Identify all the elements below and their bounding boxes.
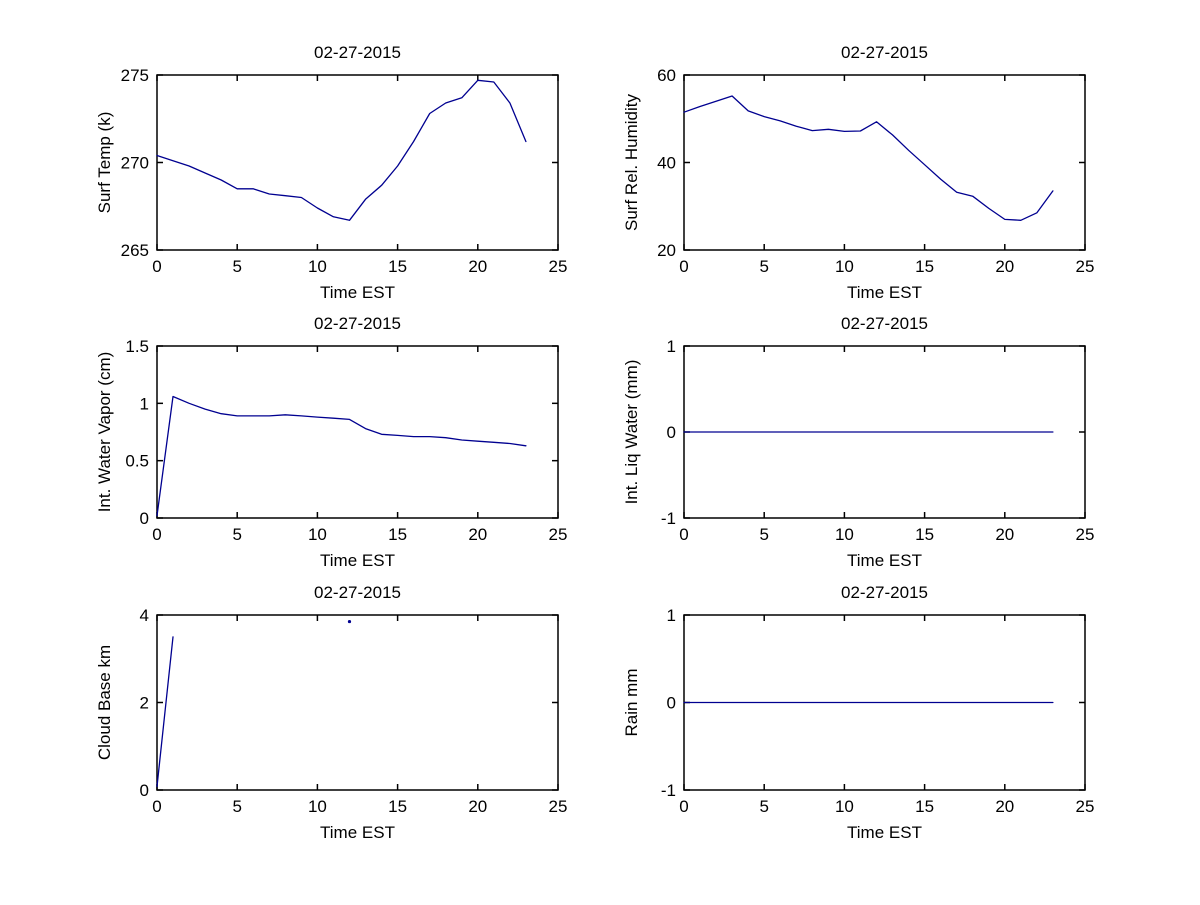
x-tick-label: 25 xyxy=(1076,797,1095,816)
x-tick-label: 10 xyxy=(835,797,854,816)
x-tick-label: 0 xyxy=(679,797,688,816)
y-tick-label: 4 xyxy=(140,606,149,625)
y-tick-label: 2 xyxy=(140,694,149,713)
axes-box xyxy=(156,614,559,791)
subplot-title: 02-27-2015 xyxy=(841,314,928,333)
y-tick-label: -1 xyxy=(661,509,676,528)
x-axis-label: Time EST xyxy=(847,283,922,302)
x-tick-label: 0 xyxy=(152,797,161,816)
data-line xyxy=(156,79,527,221)
x-axis-label: Time EST xyxy=(847,823,922,842)
x-tick-label: 20 xyxy=(995,797,1014,816)
y-tick-label: 0 xyxy=(140,509,149,528)
y-tick-label: 1 xyxy=(140,394,149,413)
y-tick-label: 1 xyxy=(667,337,676,356)
x-tick-label: 20 xyxy=(468,257,487,276)
x-tick-label: 25 xyxy=(549,257,568,276)
subplot-surf-temp: 0 5 10 15 20 25 265 270 275 02-27-2015 Time EST Sur… xyxy=(95,43,567,302)
y-tick-label: 270 xyxy=(121,154,149,173)
y-tick-label: -1 xyxy=(661,781,676,800)
y-tick-label: 265 xyxy=(121,241,149,260)
y-axis-label: Int. Water Vapor (cm) xyxy=(95,352,114,513)
x-tick-label: 20 xyxy=(468,797,487,816)
y-tick-label: 20 xyxy=(657,241,676,260)
y-tick-label: 1 xyxy=(667,606,676,625)
subplot-surf-rel-humidity: 0 5 10 15 20 25 20 40 60 02-27-2015 Time EST Surf R… xyxy=(622,43,1094,302)
x-tick-label: 25 xyxy=(1076,525,1095,544)
x-tick-label: 15 xyxy=(388,257,407,276)
data-line xyxy=(156,395,527,517)
x-tick-label: 10 xyxy=(308,525,327,544)
x-tick-label: 0 xyxy=(152,257,161,276)
axes-box xyxy=(683,74,1086,251)
data-line xyxy=(156,636,174,788)
x-tick-label: 10 xyxy=(308,257,327,276)
y-axis-label: Surf Rel. Humidity xyxy=(622,94,641,231)
x-tick-label: 5 xyxy=(759,797,768,816)
data-point xyxy=(347,619,352,624)
x-axis-label: Time EST xyxy=(320,283,395,302)
x-tick-label: 15 xyxy=(915,525,934,544)
subplot-cloud-base: 0 5 10 15 20 25 0 2 4 02-27-2015 Time EST Cloud Bas… xyxy=(95,583,567,842)
x-axis-label: Time EST xyxy=(320,823,395,842)
y-tick-label: 0.5 xyxy=(125,452,149,471)
subplot-title: 02-27-2015 xyxy=(314,43,401,62)
y-axis-label: Cloud Base km xyxy=(95,645,114,760)
x-axis-label: Time EST xyxy=(847,551,922,570)
y-tick-label: 40 xyxy=(657,154,676,173)
y-tick-label: 60 xyxy=(657,66,676,85)
x-tick-label: 15 xyxy=(915,797,934,816)
subplot-title: 02-27-2015 xyxy=(841,43,928,62)
subplot-int-water-vapor: 0 5 10 15 20 25 0 0.5 1 1.5 02-27-2015 Time EST Int.… xyxy=(95,314,567,570)
x-tick-label: 15 xyxy=(388,797,407,816)
axes-box xyxy=(156,74,559,251)
x-tick-label: 15 xyxy=(388,525,407,544)
x-tick-label: 20 xyxy=(995,257,1014,276)
x-tick-label: 10 xyxy=(835,257,854,276)
x-axis-label: Time EST xyxy=(320,551,395,570)
x-tick-label: 15 xyxy=(915,257,934,276)
x-tick-label: 10 xyxy=(835,525,854,544)
x-tick-label: 20 xyxy=(468,525,487,544)
subplot-title: 02-27-2015 xyxy=(841,583,928,602)
y-axis-label: Surf Temp (k) xyxy=(95,112,114,214)
y-axis-label: Rain mm xyxy=(622,668,641,736)
subplot-title: 02-27-2015 xyxy=(314,583,401,602)
x-tick-label: 0 xyxy=(679,525,688,544)
x-tick-label: 20 xyxy=(995,525,1014,544)
subplot-title: 02-27-2015 xyxy=(314,314,401,333)
x-tick-label: 0 xyxy=(152,525,161,544)
x-tick-label: 10 xyxy=(308,797,327,816)
x-tick-label: 5 xyxy=(232,525,241,544)
x-tick-label: 25 xyxy=(549,797,568,816)
x-tick-label: 5 xyxy=(232,797,241,816)
y-tick-label: 0 xyxy=(667,694,676,713)
x-tick-label: 5 xyxy=(759,525,768,544)
y-axis-label: Int. Liq Water (mm) xyxy=(622,360,641,505)
y-tick-label: 1.5 xyxy=(125,337,149,356)
x-tick-label: 25 xyxy=(549,525,568,544)
y-tick-label: 0 xyxy=(140,781,149,800)
y-tick-label: 275 xyxy=(121,66,149,85)
x-tick-label: 0 xyxy=(679,257,688,276)
x-tick-label: 5 xyxy=(759,257,768,276)
x-tick-label: 25 xyxy=(1076,257,1095,276)
data-line xyxy=(683,95,1054,221)
y-tick-label: 0 xyxy=(667,423,676,442)
x-tick-label: 5 xyxy=(232,257,241,276)
axes-box xyxy=(156,345,559,519)
